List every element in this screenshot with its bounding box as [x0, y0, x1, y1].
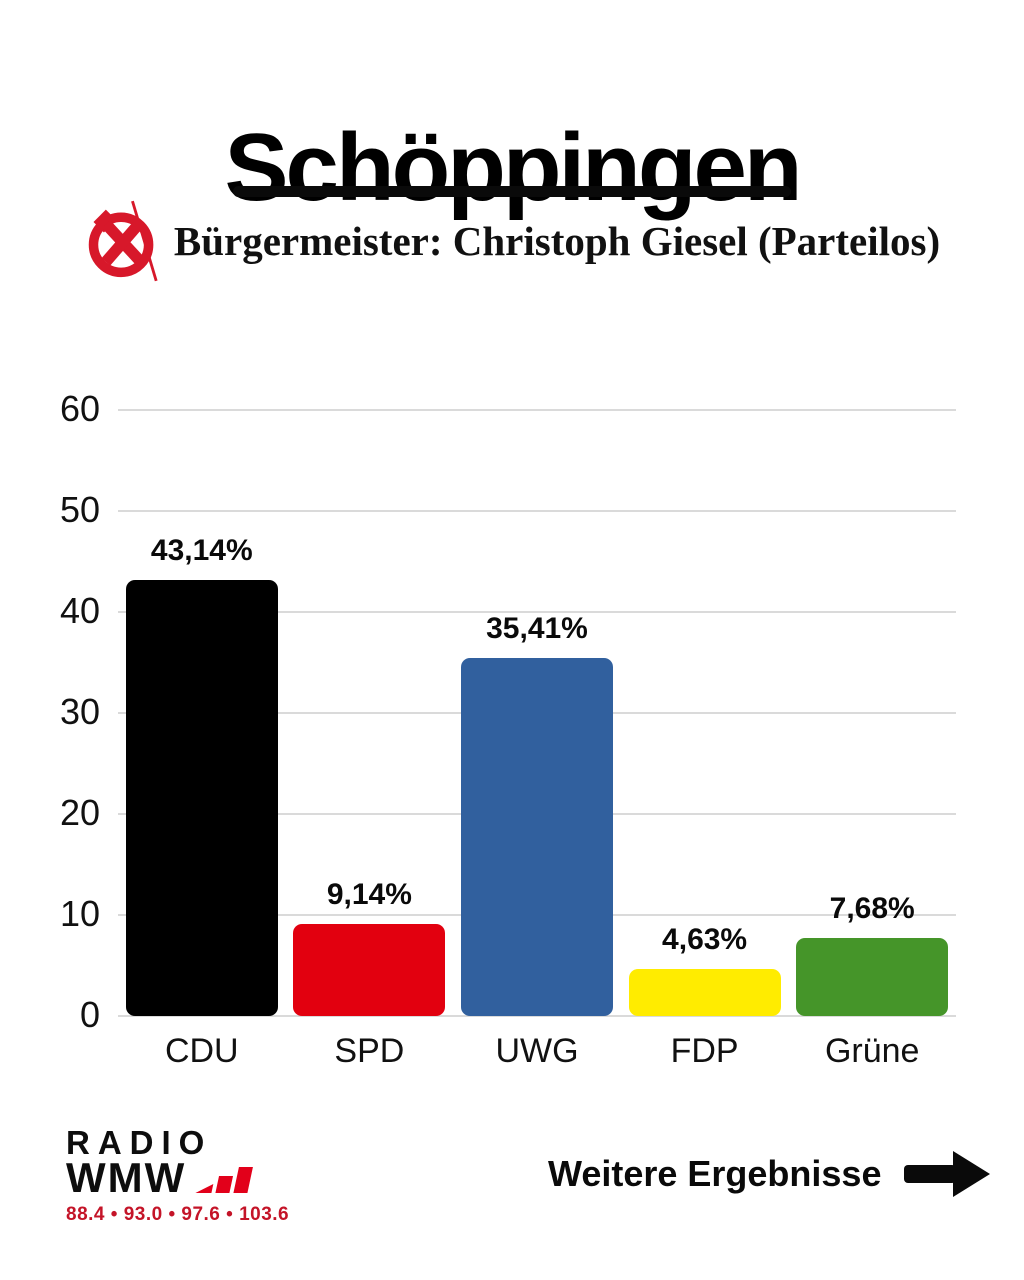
- logo-wmw-text: WMW: [66, 1154, 187, 1201]
- bar-grne: [796, 938, 949, 1016]
- bar-chart: 43,14% 9,14% 35,41% 4,63% 7,68% 0 10 20 30 40 50 6…: [0, 388, 1024, 1090]
- radio-signal-bars-icon: [195, 1167, 254, 1194]
- logo-frequencies: 88.4 • 93.0 • 97.6 • 103.6: [66, 1204, 290, 1226]
- y-axis-tick-label: 50: [59, 489, 100, 531]
- y-axis-tick-label: 40: [59, 590, 100, 632]
- gridline: [118, 409, 956, 411]
- logo-radio-text: RADIO: [66, 1124, 213, 1161]
- weitere-ergebnisse-link[interactable]: Weitere Ergebnisse: [548, 1146, 991, 1202]
- bar-value-label: 35,41%: [486, 612, 588, 646]
- gridline: [118, 510, 956, 512]
- x-axis-category-label: UWG: [495, 1032, 579, 1070]
- title-underline: [233, 186, 791, 197]
- subtitle: Bürgermeister: Christoph Giesel (Parteil…: [173, 218, 941, 264]
- y-axis-tick-label: 20: [59, 792, 100, 834]
- y-axis-tick-label: 60: [59, 388, 100, 430]
- plot-area: 43,14% 9,14% 35,41% 4,63% 7,68%: [118, 409, 956, 1017]
- x-axis-category-label: CDU: [164, 1032, 239, 1070]
- bar-uwg: [461, 658, 613, 1016]
- x-axis-category-label: Grüne: [824, 1032, 920, 1070]
- gridline: [118, 611, 956, 613]
- arrow-right-icon: [904, 1151, 991, 1197]
- y-axis-tick-label: 10: [59, 893, 100, 935]
- gridline: [118, 1015, 956, 1017]
- y-axis-tick-label: 0: [79, 994, 100, 1036]
- radio-wmw-logo: RADIO WMW 88.4 • 93.0 • 97.6 • 103.6: [66, 1126, 289, 1224]
- bar-value-label: 4,63%: [662, 923, 748, 957]
- bar-value-label: 7,68%: [829, 892, 915, 926]
- bar-fdp: [628, 969, 781, 1016]
- weitere-ergebnisse-label: Weitere Ergebnisse: [548, 1153, 882, 1194]
- ballot-x-icon: [88, 200, 158, 282]
- x-axis-category-label: FDP: [670, 1032, 739, 1070]
- page-title: Schöppingen: [224, 114, 803, 222]
- bar-value-label: 9,14%: [326, 877, 412, 911]
- bar-value-label: 43,14%: [150, 534, 253, 568]
- x-axis-category-label: SPD: [334, 1032, 405, 1070]
- subtitle-row: Bürgermeister: Christoph Giesel (Parteil…: [0, 198, 1024, 284]
- bar-spd: [293, 923, 446, 1016]
- bar-cdu: [125, 580, 278, 1016]
- y-axis-tick-label: 30: [59, 691, 100, 733]
